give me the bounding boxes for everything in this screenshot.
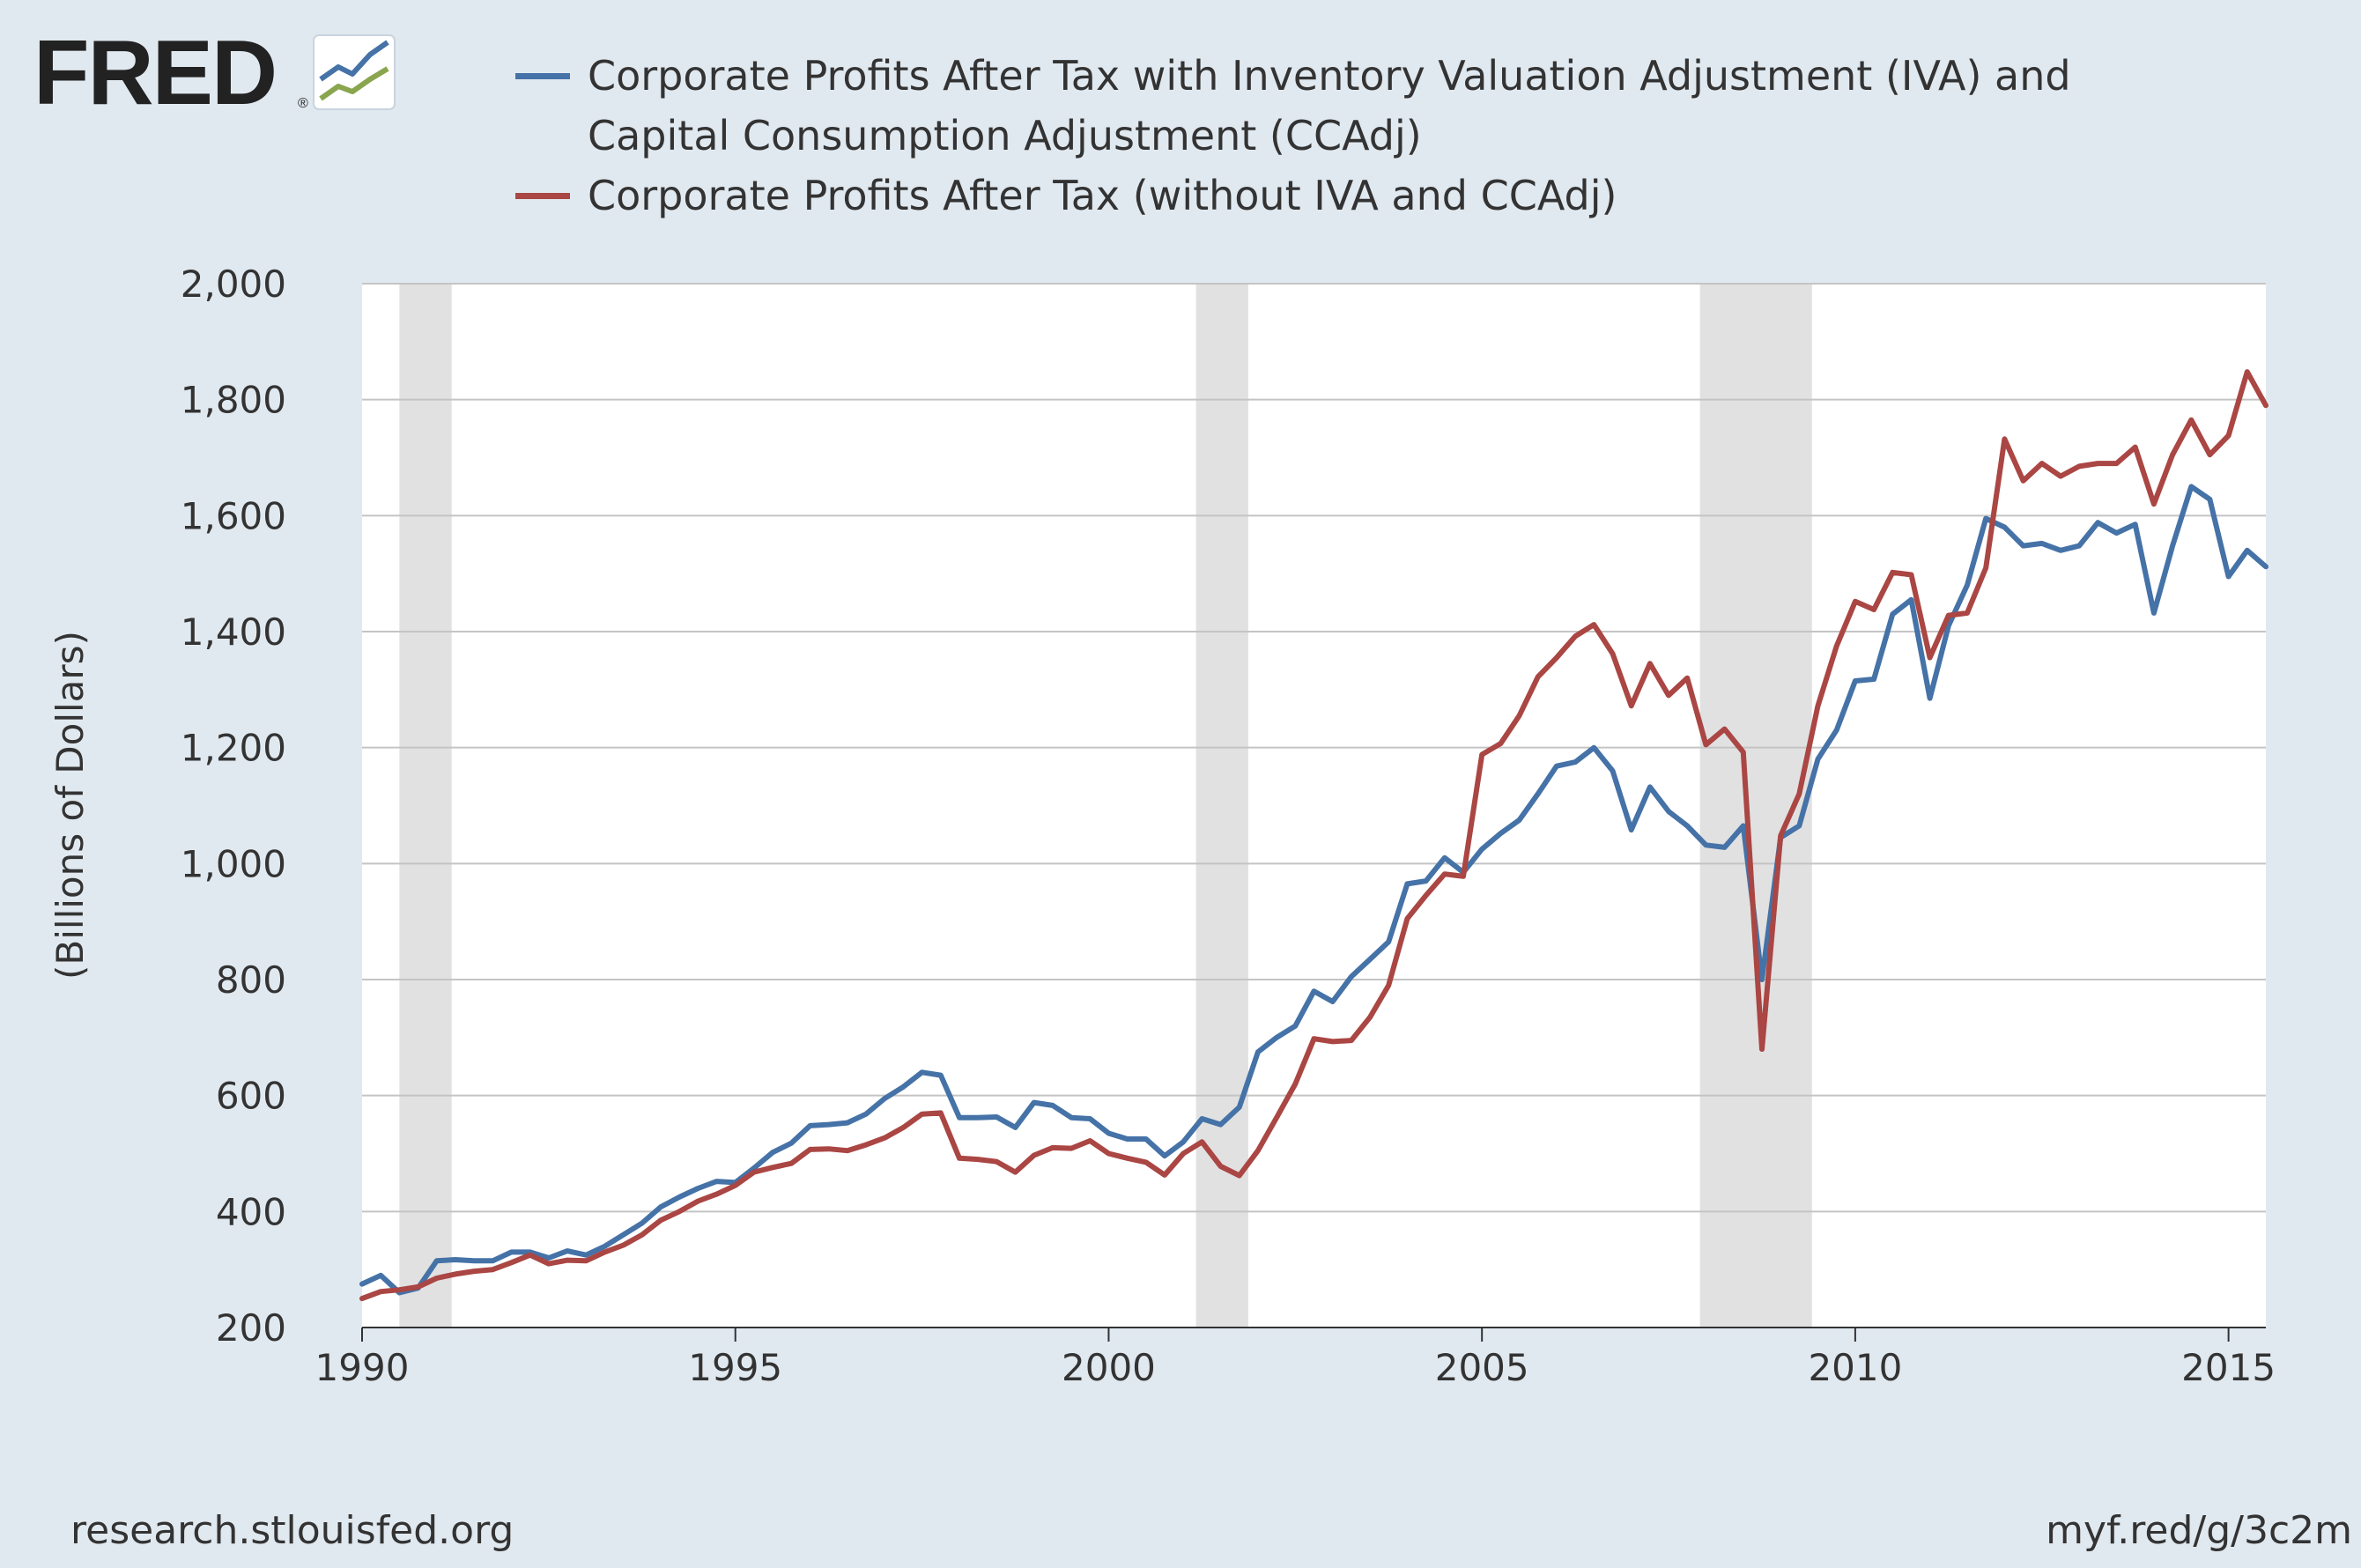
y-tick-label: 1,600 — [181, 494, 286, 537]
y-tick-label: 1,800 — [181, 379, 286, 422]
source-link[interactable]: research.stlouisfed.org — [70, 1508, 514, 1553]
legend-label-line: Corporate Profits After Tax (without IVA… — [588, 172, 1617, 219]
y-tick-label: 600 — [216, 1075, 286, 1118]
x-tick-label: 2015 — [2181, 1346, 2276, 1389]
legend-item-iva-ccadj: Corporate Profits After Tax with Invento… — [515, 46, 2277, 166]
fred-logo-text: FRED — [33, 25, 276, 122]
y-tick-label: 1,000 — [181, 842, 286, 885]
legend-label-line: Corporate Profits After Tax with Invento… — [588, 52, 2071, 100]
y-tick-label: 1,200 — [181, 727, 286, 770]
y-tick-label: 1,400 — [181, 610, 286, 654]
recession-band — [399, 284, 452, 1328]
gridlines — [362, 283, 2266, 1213]
legend-label-line: Capital Consumption Adjustment (CCAdj) — [588, 112, 1422, 159]
fred-logo: FRED ® — [33, 25, 396, 122]
chart-legend: Corporate Profits After Tax with Invento… — [515, 46, 2277, 226]
x-tick-label: 1995 — [688, 1346, 782, 1389]
y-tick-label: 400 — [216, 1190, 286, 1233]
registered-mark: ® — [298, 96, 308, 111]
fred-chart-icon — [313, 34, 396, 110]
x-tick-label: 2000 — [1062, 1346, 1156, 1389]
series-line-2 — [359, 369, 2268, 1302]
recession-band — [1195, 284, 1248, 1328]
y-tick-label: 800 — [216, 958, 286, 1002]
legend-swatch-iva-ccadj — [515, 73, 570, 79]
x-axis: 1990 1995 2000 2005 2010 2015 — [315, 1327, 2276, 1389]
plot-area — [362, 284, 2266, 1328]
y-tick-label: 200 — [216, 1306, 286, 1350]
y-axis-title: (Billions of Dollars) — [48, 631, 92, 980]
x-tick-label: 1990 — [315, 1346, 410, 1389]
y-axis: 200 400 600 800 1,000 1,200 1,400 1,600 1,800 2,0… — [181, 263, 286, 1350]
series-line-1 — [359, 484, 2268, 1296]
recession-shading — [399, 284, 1812, 1328]
short-link[interactable]: myf.red/g/3c2m — [2046, 1508, 2352, 1553]
x-tick-label: 2005 — [1435, 1346, 1529, 1389]
legend-item-without-iva-ccadj: Corporate Profits After Tax (without IVA… — [515, 166, 2277, 226]
y-tick-label: 2,000 — [181, 263, 286, 306]
series-lines — [359, 369, 2268, 1302]
legend-swatch-without-iva-ccadj — [515, 193, 570, 199]
x-tick-label: 2010 — [1808, 1346, 1902, 1389]
